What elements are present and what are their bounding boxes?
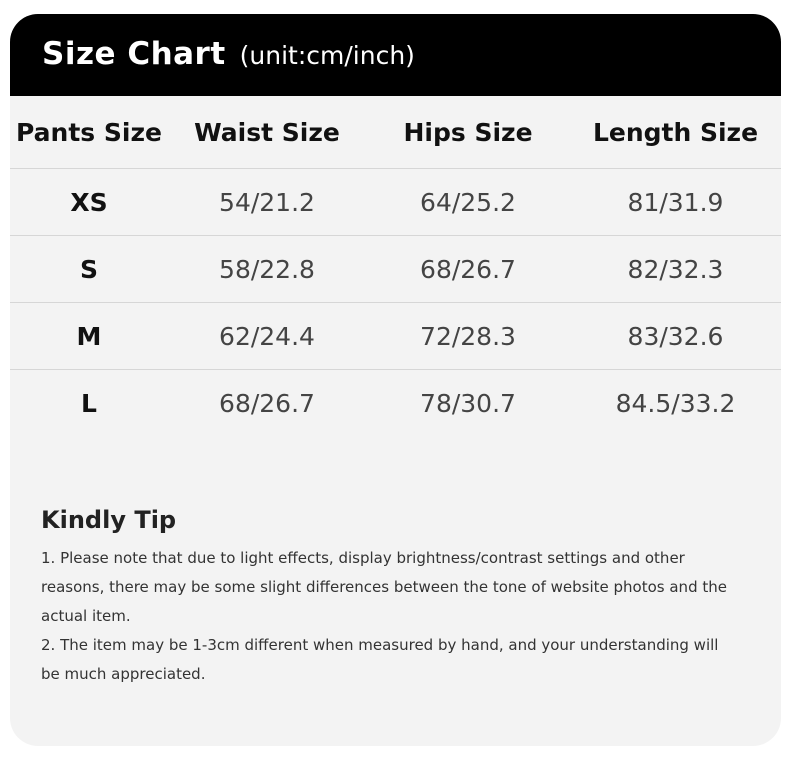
size-chart-header: Size Chart (unit:cm/inch)	[10, 14, 781, 96]
table-row: L 68/26.7 78/30.7 84.5/33.2	[10, 369, 781, 436]
waist-cell: 58/22.8	[168, 235, 366, 303]
size-cell: S	[10, 235, 168, 303]
length-cell: 84.5/33.2	[570, 369, 781, 436]
length-cell: 81/31.9	[570, 168, 781, 236]
table-row: S 58/22.8 68/26.7 82/32.3	[10, 235, 781, 303]
table-row: M 62/24.4 72/28.3 83/32.6	[10, 302, 781, 370]
size-cell: XS	[10, 168, 168, 236]
waist-cell: 54/21.2	[168, 168, 366, 236]
table-row: XS 54/21.2 64/25.2 81/31.9	[10, 168, 781, 236]
tip-title: Kindly Tip	[41, 506, 177, 534]
unit-label: (unit:cm/inch)	[239, 41, 415, 70]
size-cell: M	[10, 302, 168, 370]
tip-line: 2. The item may be 1-3cm different when …	[41, 636, 719, 683]
length-cell: 82/32.3	[570, 235, 781, 303]
tip-line: 1. Please note that due to light effects…	[41, 549, 727, 625]
hips-cell: 68/26.7	[366, 235, 570, 303]
hips-cell: 72/28.3	[366, 302, 570, 370]
table-header-row: Pants Size Waist Size Hips Size Length S…	[10, 96, 781, 169]
hips-cell: 64/25.2	[366, 168, 570, 236]
column-header: Hips Size	[403, 117, 533, 147]
hips-cell: 78/30.7	[366, 369, 570, 436]
column-header: Pants Size	[16, 117, 162, 147]
column-header: Waist Size	[194, 117, 340, 147]
length-cell: 83/32.6	[570, 302, 781, 370]
kindly-tip: Kindly Tip 1. Please note that due to li…	[41, 506, 741, 689]
page-title: Size Chart	[42, 36, 226, 72]
waist-cell: 62/24.4	[168, 302, 366, 370]
size-cell: L	[10, 369, 168, 436]
waist-cell: 68/26.7	[168, 369, 366, 436]
size-table: Pants Size Waist Size Hips Size Length S…	[10, 96, 781, 436]
column-header: Length Size	[592, 117, 759, 147]
size-chart-card: Size Chart (unit:cm/inch) Pants Size Wai…	[10, 14, 781, 746]
